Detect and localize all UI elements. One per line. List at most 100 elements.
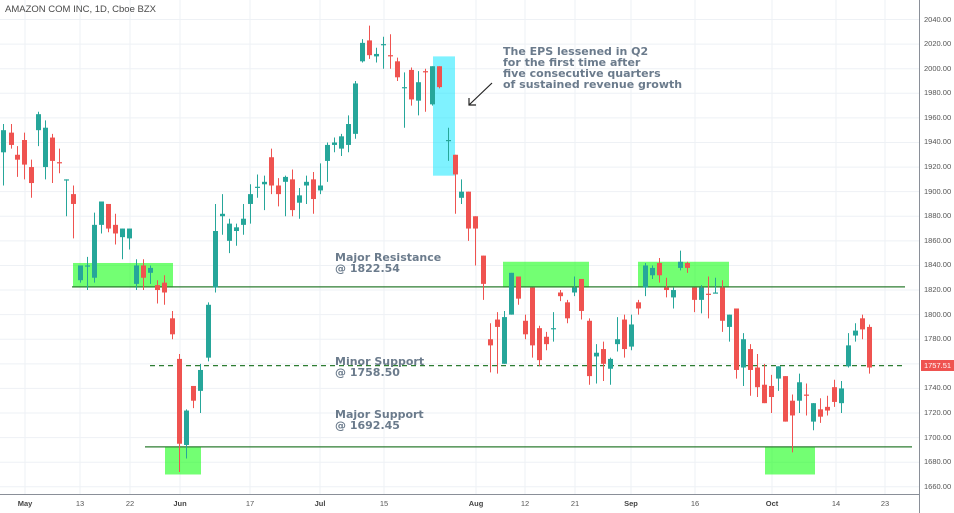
candle [671,287,676,309]
candle [466,191,471,241]
candle [227,218,232,254]
candle [120,228,125,260]
candle [657,258,662,283]
candle [134,259,139,291]
candle [839,381,844,414]
candle [409,67,414,106]
candle [241,203,246,235]
candle [437,66,442,89]
candle [748,344,753,396]
major-resistance-title: Major Resistance [335,251,442,264]
y-tick-label: 1720.00 [924,408,952,417]
candle [608,357,613,385]
minor-support-title: Minor Support [335,355,425,368]
y-tick-label: 1940.00 [924,137,952,147]
major-resistance-label: Major Resistance @ 1822.54 [335,252,441,274]
candle [699,285,704,314]
candle [572,276,577,297]
y-tick-label: 1800.00 [924,309,952,319]
eps-line-3: five consecutive quarters [503,67,661,80]
candle [558,290,563,302]
candle [220,194,225,235]
x-tick-label: Oct [765,499,779,508]
candle [853,323,858,342]
candle [629,314,634,351]
y-tick-label: 1920.00 [924,162,952,172]
candle [353,80,358,139]
level-lines [72,286,912,448]
candle [325,142,330,182]
candle [825,395,830,416]
candle [269,148,274,195]
candle [148,265,153,284]
x-tick-label: 21 [570,499,580,508]
candle [811,403,816,431]
candle [734,308,739,379]
candle [262,175,267,211]
candle [177,353,182,473]
candle [423,68,428,112]
candle [783,376,788,422]
y-tick-label: 1660.00 [924,481,952,491]
candle [9,124,14,149]
major-support-label: Major Support @ 1692.45 [335,409,424,431]
candle [797,373,802,414]
y-tick-label: 2040.00 [924,14,952,24]
candle [78,265,83,283]
candle [755,353,760,398]
y-tick-label: 1820.00 [924,285,952,295]
candle [43,120,48,180]
candle [1,124,6,186]
candle [318,163,323,195]
candle [769,374,774,414]
candle [706,276,711,319]
eps-line-4: of sustained revenue growth [503,78,683,91]
candle [713,277,718,294]
y-tick-label: 1780.00 [924,334,952,344]
candle [516,276,521,305]
x-tick-label: 17 [245,499,255,508]
candle [388,34,393,69]
candle [206,302,211,362]
candle [664,277,669,298]
candle [459,179,464,204]
candle [741,333,746,386]
candle [402,72,407,128]
candle [720,280,725,332]
x-tick-label: Aug [468,499,484,508]
y-tick-label: 1680.00 [924,457,952,467]
candle [213,203,218,293]
major-support-value: @ 1692.45 [335,419,400,432]
x-tick-label: 15 [379,499,389,508]
candle [141,259,146,291]
x-tick-label: 14 [831,499,841,508]
candle [155,280,160,304]
major-support-title: Major Support [335,408,424,421]
candle [530,287,535,358]
candle [248,184,253,224]
candle [636,299,641,315]
candle [727,314,732,342]
candle [488,323,493,373]
candle [395,57,400,81]
candle [50,133,55,184]
candle [762,363,767,404]
candle [601,341,606,382]
candle [587,318,592,385]
candles [1,25,872,473]
candle [615,317,620,352]
y-tick-label: 2020.00 [924,39,952,49]
candle [537,325,542,367]
candle [276,178,281,207]
candle [551,312,556,342]
candle [374,47,379,63]
y-tick-label: 1960.00 [924,112,952,122]
candle [170,310,175,340]
candle [579,278,584,320]
eps-line-1: The EPS lessened in Q2 [503,45,649,58]
x-tick-label: 16 [690,499,700,508]
candle [860,314,865,340]
candle [198,363,203,414]
candle [523,314,528,340]
